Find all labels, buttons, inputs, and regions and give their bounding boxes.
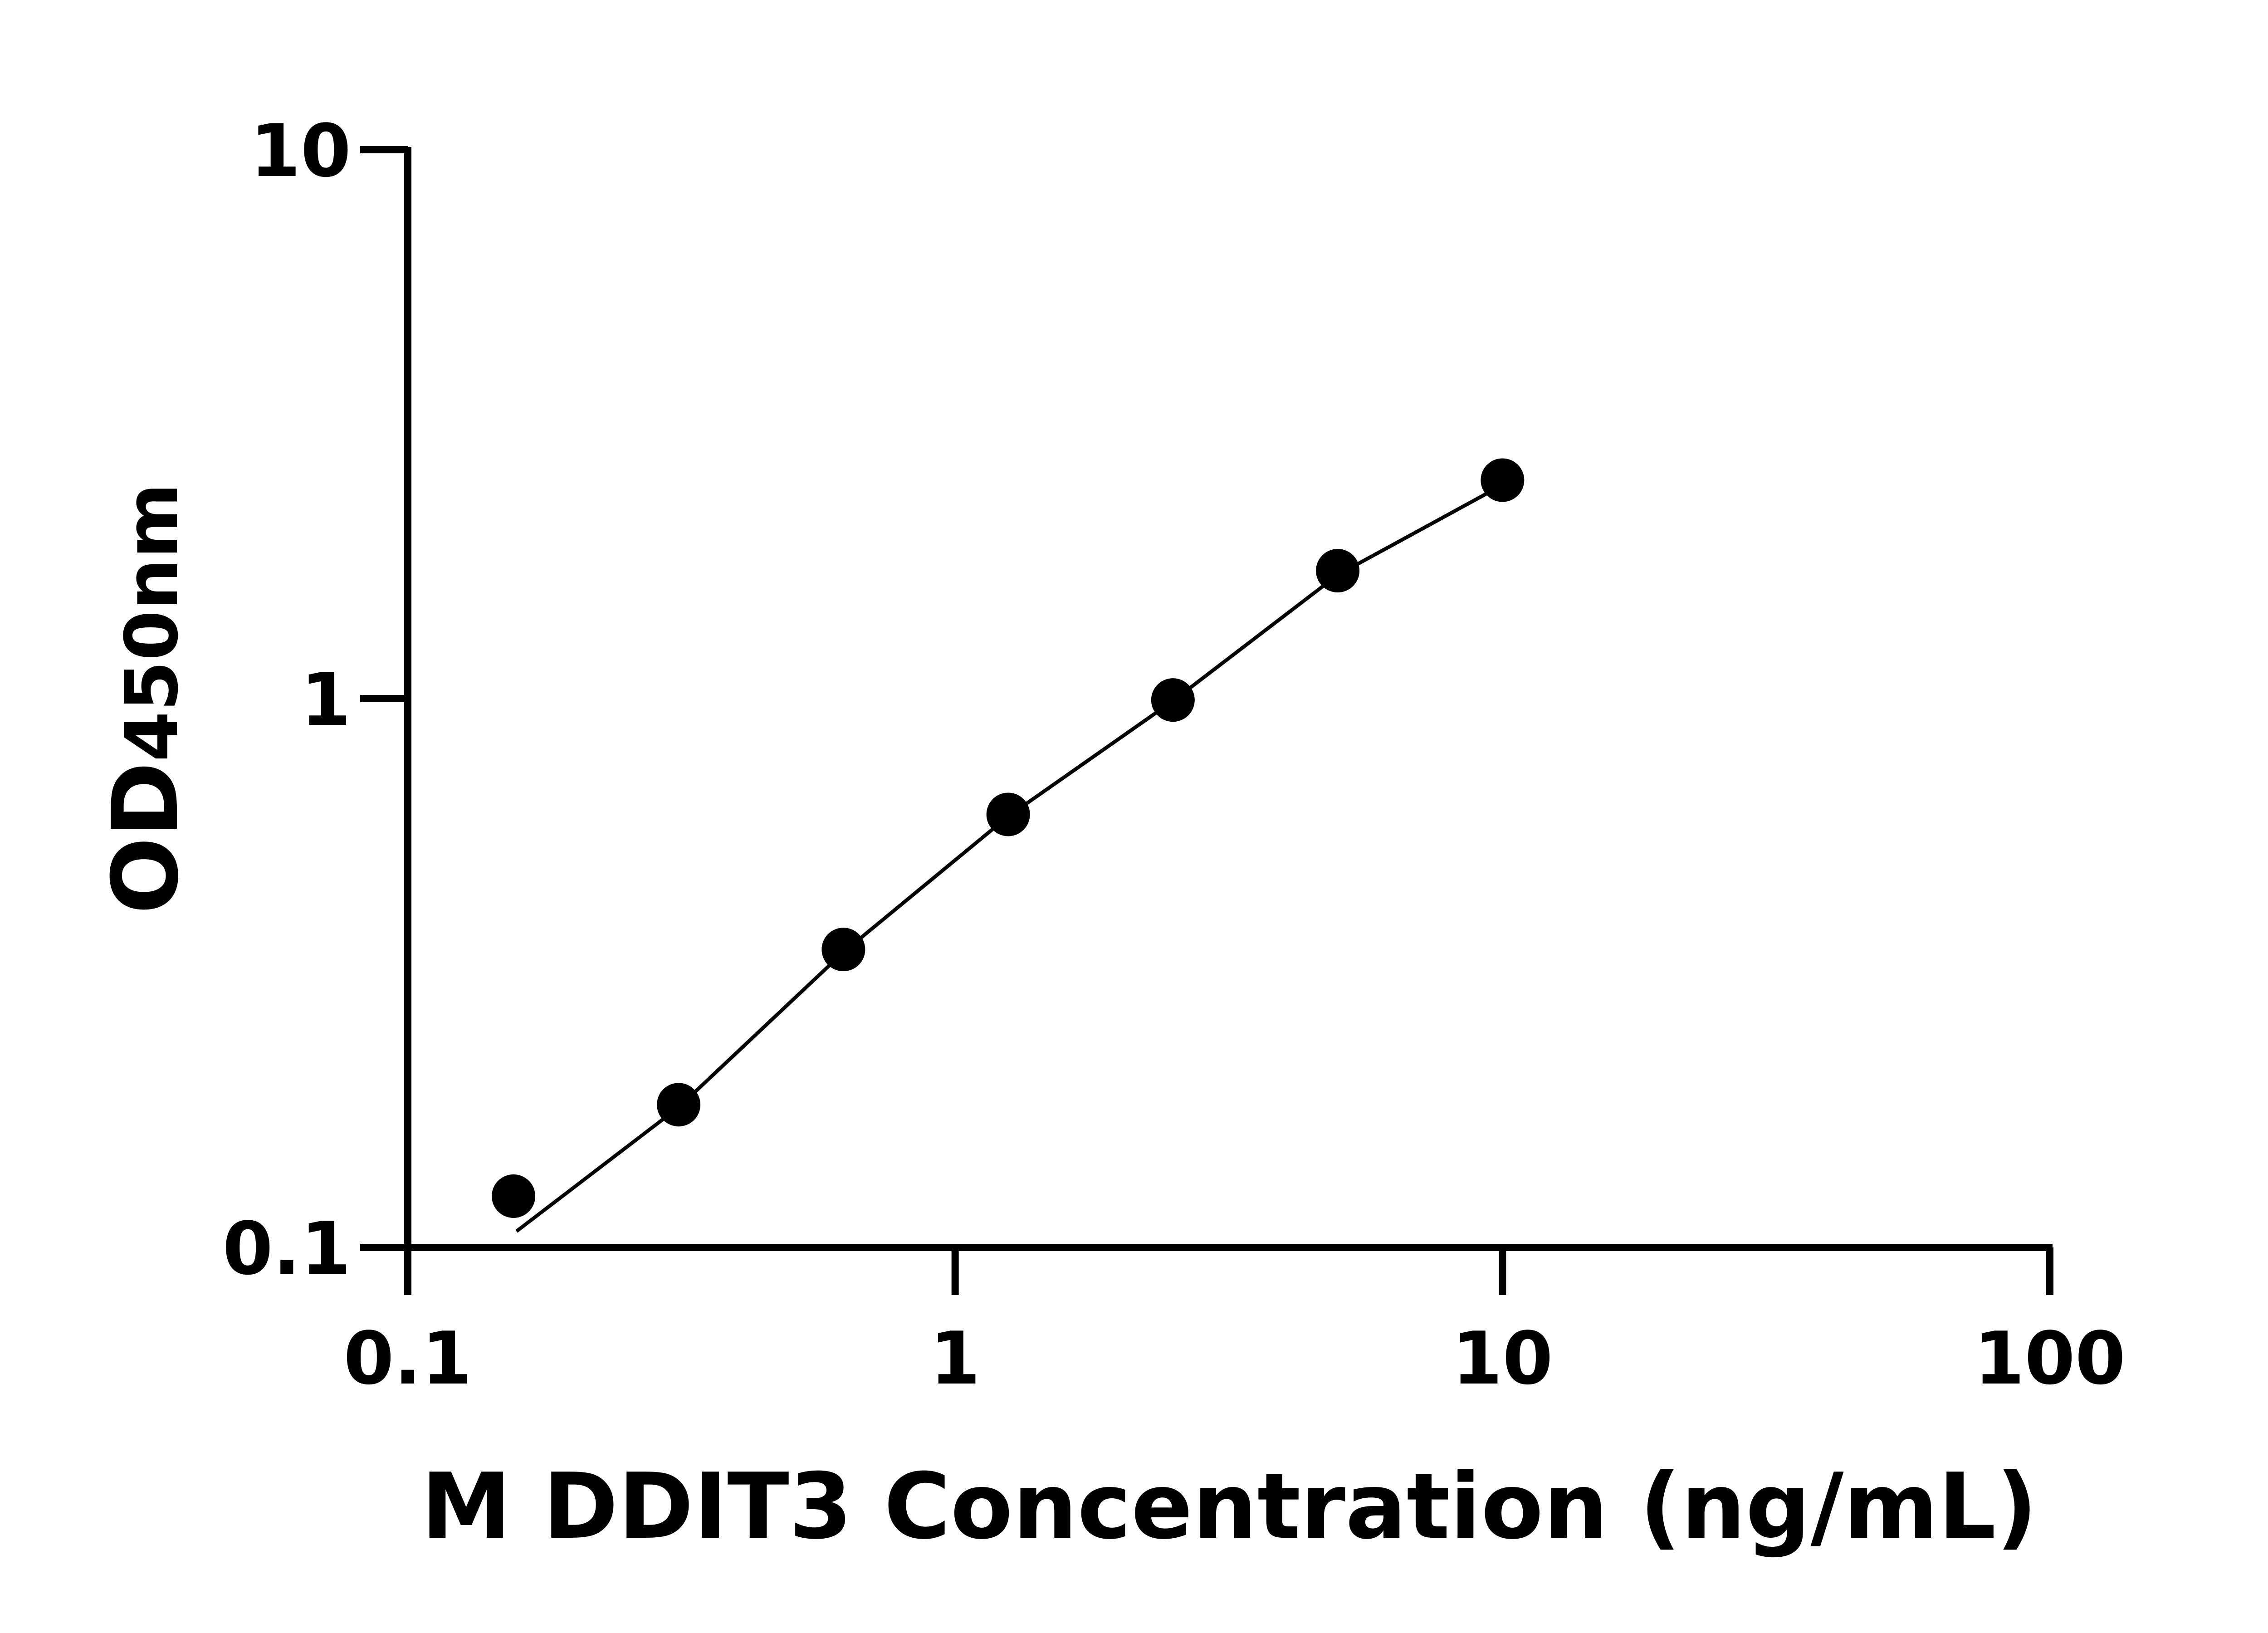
- x-tick-label: 100: [1974, 1316, 2126, 1401]
- data-point: [492, 1174, 536, 1218]
- x-axis-label: M DDIT3 Concentration (ng/mL): [421, 1454, 2037, 1560]
- x-tick-label: 1: [930, 1316, 980, 1401]
- y-tick-label: 0.1: [223, 1206, 351, 1291]
- y-axis-label: OD450nm: [93, 483, 199, 914]
- data-point: [657, 1083, 701, 1127]
- y-tick-label: 1: [301, 657, 351, 742]
- x-tick-label: 10: [1452, 1316, 1553, 1401]
- data-point: [1481, 458, 1525, 502]
- y-axis-label-main: OD: [93, 762, 199, 914]
- x-tick-label: 0.1: [343, 1316, 472, 1401]
- y-tick-label: 10: [250, 108, 351, 193]
- data-points-layer: [492, 458, 1525, 1218]
- axes: 0.1 1 10 100 0.1 1 10: [223, 108, 2126, 1401]
- data-point: [821, 928, 865, 972]
- data-point: [1151, 678, 1195, 722]
- data-point: [986, 792, 1030, 836]
- data-point: [1316, 549, 1360, 593]
- y-axis-label-sub: 450nm: [109, 483, 194, 762]
